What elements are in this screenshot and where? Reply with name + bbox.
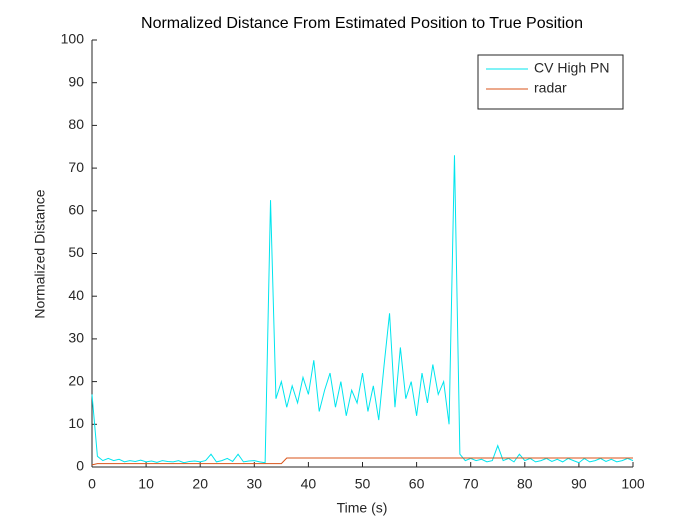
y-tick-label: 0 xyxy=(76,458,84,474)
y-axis-label: Normalized Distance xyxy=(32,189,48,318)
y-tick-label: 70 xyxy=(68,159,84,175)
x-tick-label: 40 xyxy=(301,476,317,492)
legend-label: radar xyxy=(534,80,567,96)
legend-label: CV High PN xyxy=(534,60,609,76)
y-tick-label: 100 xyxy=(61,31,85,47)
y-tick-label: 90 xyxy=(68,73,84,89)
chart-title: Normalized Distance From Estimated Posit… xyxy=(141,15,583,32)
x-tick-label: 20 xyxy=(192,476,208,492)
x-tick-label: 50 xyxy=(355,476,371,492)
y-tick-label: 80 xyxy=(68,116,84,132)
x-tick-label: 90 xyxy=(571,476,587,492)
x-tick-label: 70 xyxy=(463,476,479,492)
series-line xyxy=(91,457,633,466)
y-tick-label: 40 xyxy=(68,287,84,303)
y-tick-label: 20 xyxy=(68,372,84,388)
x-tick-label: 10 xyxy=(138,476,154,492)
series-line xyxy=(91,155,634,464)
x-tick-label: 100 xyxy=(621,476,645,492)
y-tick-label: 50 xyxy=(68,244,84,260)
x-tick-label: 80 xyxy=(517,476,533,492)
y-tick-label: 60 xyxy=(68,202,84,218)
y-tick-label: 10 xyxy=(68,415,84,431)
x-tick-label: 30 xyxy=(247,476,263,492)
x-tick-label: 60 xyxy=(409,476,425,492)
x-axis-label: Time (s) xyxy=(337,500,388,516)
legend-box xyxy=(477,54,624,110)
x-tick-label: 0 xyxy=(88,476,96,492)
y-tick-label: 30 xyxy=(68,330,84,346)
